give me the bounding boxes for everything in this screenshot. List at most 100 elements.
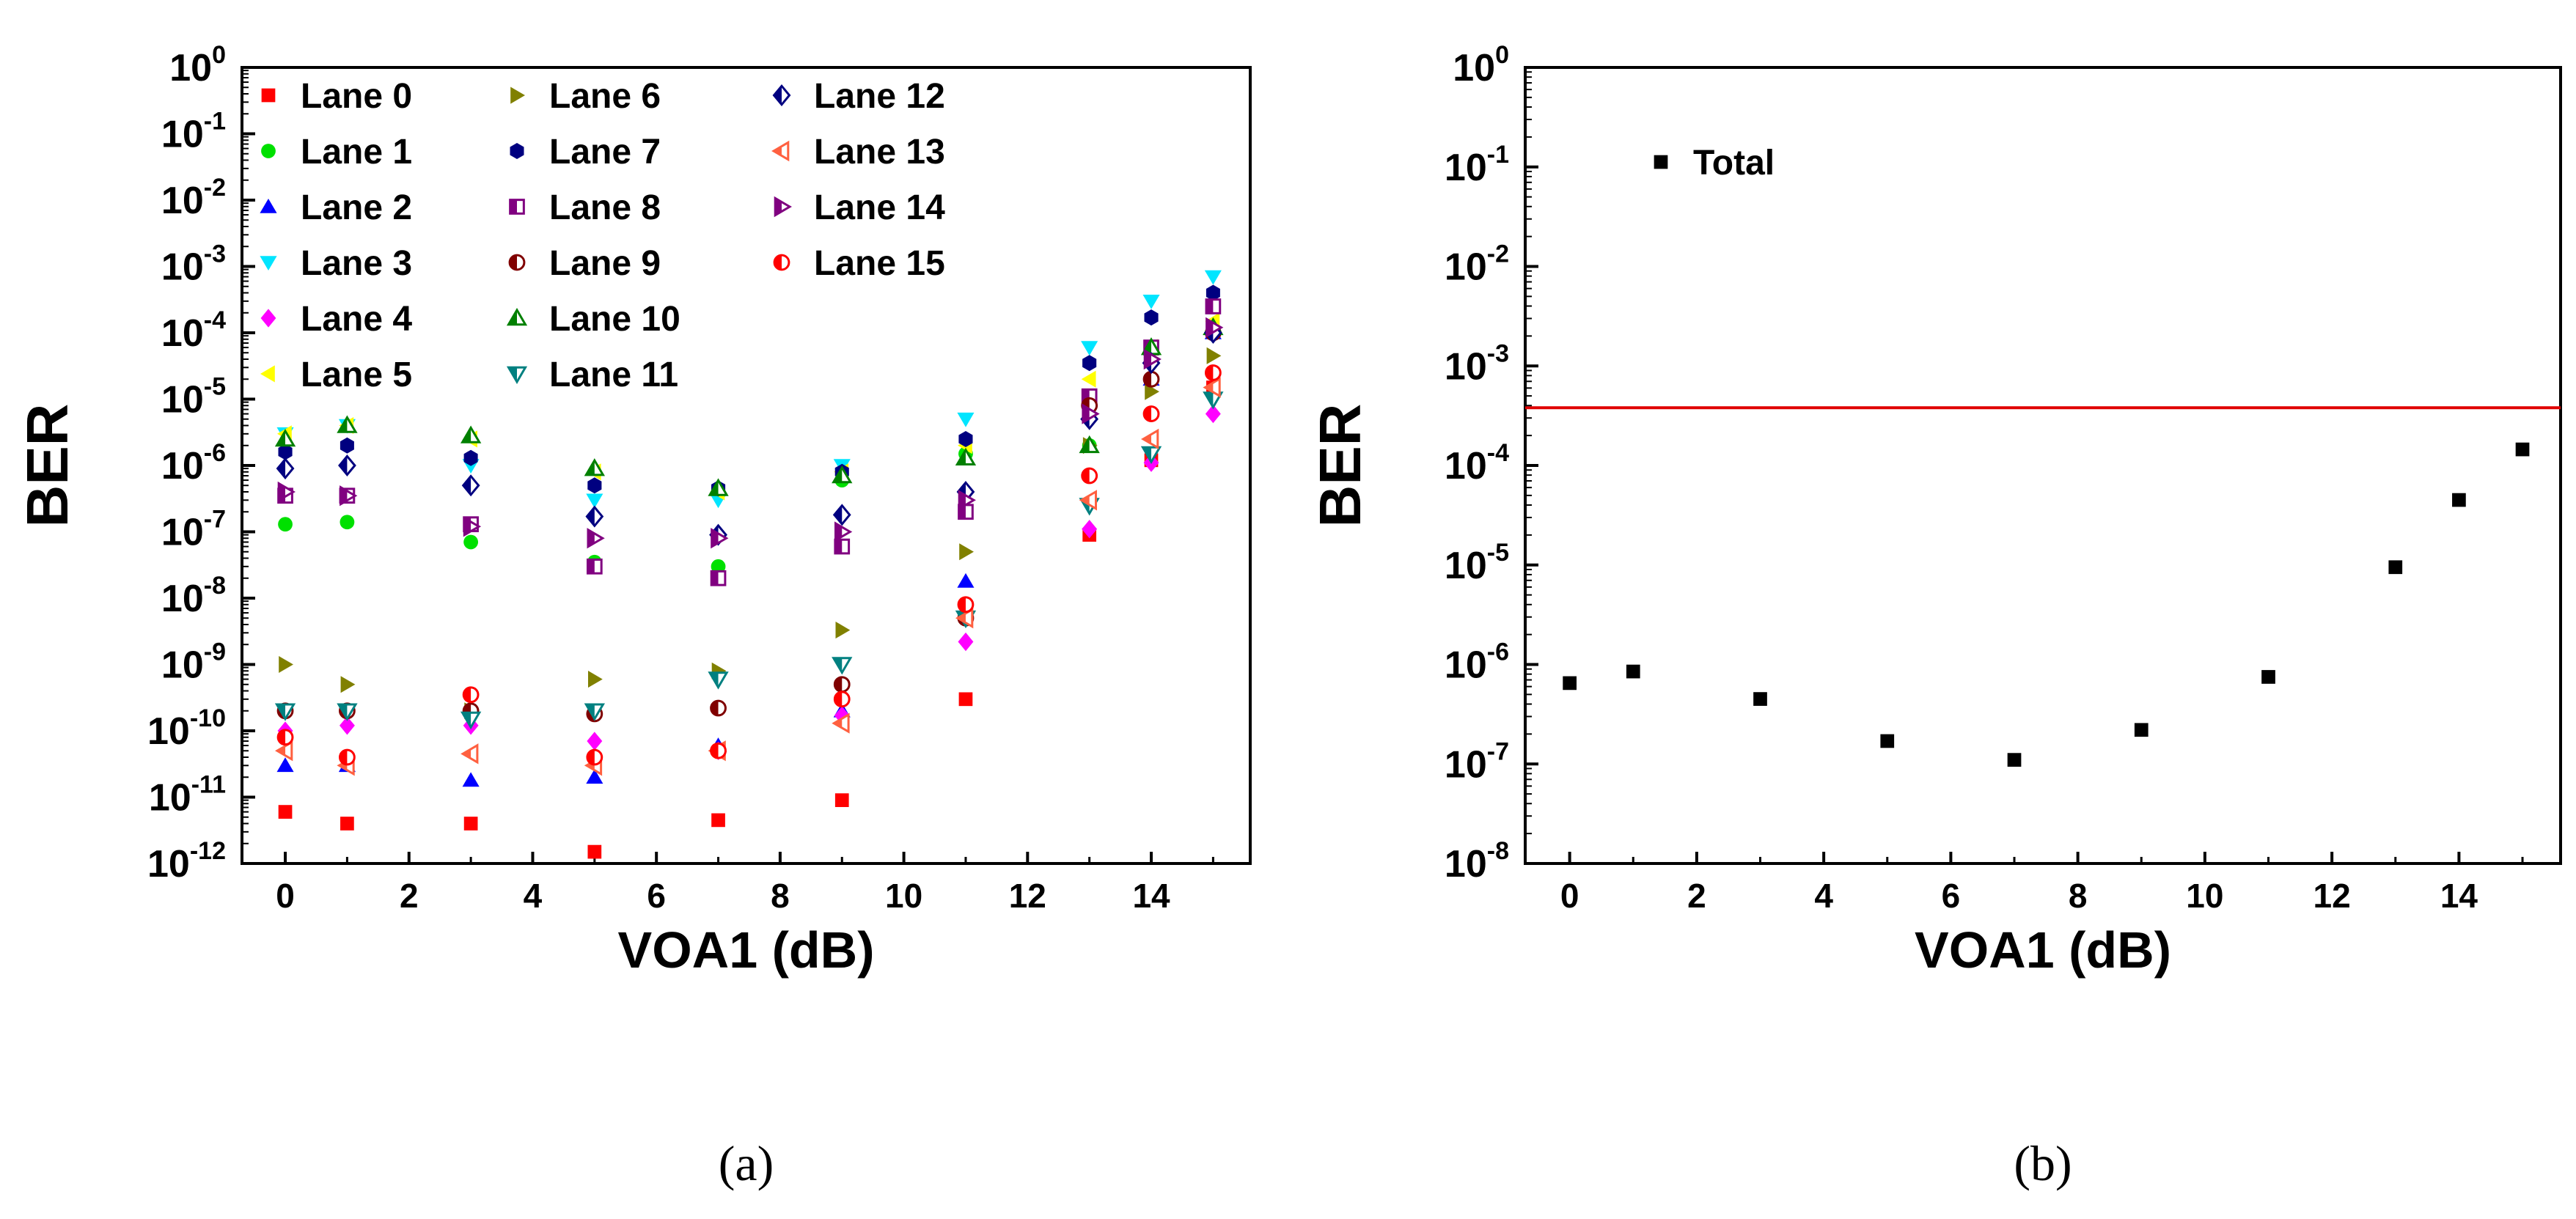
data-point <box>832 657 853 675</box>
data-point <box>585 505 604 528</box>
data-point <box>278 443 293 460</box>
data-point <box>1081 341 1098 356</box>
data-point <box>957 412 975 427</box>
data-point <box>277 481 296 503</box>
data-point <box>463 449 478 466</box>
legend-entry-lane-10: Lane 10 <box>506 300 680 339</box>
data-point <box>1205 404 1221 424</box>
data-point <box>2261 670 2275 684</box>
data-point <box>338 454 356 476</box>
x-tick-label: 10 <box>885 877 922 915</box>
panel-caption: (b) <box>2014 1135 2072 1191</box>
data-point <box>279 656 293 673</box>
legend-marker <box>510 86 525 104</box>
data-point <box>337 415 358 433</box>
data-point <box>955 447 977 465</box>
legend-label: Lane 6 <box>549 77 661 116</box>
legend-marker <box>261 144 276 158</box>
legend-marker <box>774 196 792 218</box>
legend-label: Lane 12 <box>814 77 945 116</box>
legend-marker <box>506 366 528 384</box>
data-point <box>958 431 973 447</box>
data-point <box>1626 664 1640 679</box>
chart-panel-b: 0 2 4 6 8 10 12 14 100 10-1 10-2 10-3 10-4 10-5 10-6 10… <box>1307 41 2562 1191</box>
data-point <box>2388 560 2403 575</box>
data-point <box>1081 467 1098 485</box>
y-tick-label: 10-7 <box>1445 737 1509 786</box>
legend-label: Lane 1 <box>301 133 412 172</box>
legend-entry-lane-0: Lane 0 <box>261 77 412 116</box>
y-axis-title: BER <box>15 404 80 528</box>
data-point <box>340 515 355 530</box>
series-lane-11 <box>274 391 1224 730</box>
data-point <box>957 596 975 614</box>
y-tick-label: 10-8 <box>161 572 226 620</box>
data-point <box>957 572 975 588</box>
y-tick-label: 10-5 <box>161 373 226 421</box>
x-tick-label: 4 <box>524 877 543 915</box>
data-point <box>958 692 973 707</box>
y-tick-label: 10-11 <box>149 771 226 820</box>
legend-marker <box>1654 155 1668 169</box>
series-lane-15 <box>276 364 1222 766</box>
y-tick-label: 10-4 <box>1445 439 1509 487</box>
data-point <box>1206 347 1222 364</box>
y-tick-label: 10-5 <box>1445 539 1509 587</box>
data-point <box>1082 403 1100 424</box>
y-tick-label: 10-10 <box>147 704 226 753</box>
x-tick-label: 0 <box>1560 877 1579 915</box>
series-total <box>1563 442 2530 767</box>
data-point <box>832 504 851 526</box>
series-lane-7 <box>278 284 1220 497</box>
data-point <box>460 425 482 443</box>
data-point <box>959 543 974 561</box>
data-point <box>463 534 479 550</box>
legend-marker <box>506 308 528 326</box>
y-tick-label: 10-2 <box>1445 240 1509 289</box>
data-point <box>710 570 727 586</box>
x-tick-label: 10 <box>2186 877 2223 915</box>
data-point <box>462 686 480 704</box>
y-tick-label: 10-6 <box>1445 638 1509 687</box>
data-point <box>586 748 603 766</box>
x-tick-label: 4 <box>1814 877 1833 915</box>
legend-entry-lane-11: Lane 11 <box>506 356 678 394</box>
data-point <box>1143 348 1162 370</box>
legend-label: Total <box>1693 144 1775 183</box>
data-point <box>586 493 603 509</box>
x-axis-title: VOA1 (dB) <box>618 921 875 979</box>
data-point <box>833 690 851 708</box>
data-point <box>711 528 729 549</box>
data-point <box>463 817 478 831</box>
data-point <box>1079 435 1100 454</box>
data-point <box>955 608 974 629</box>
legend-entry-lane-15: Lane 15 <box>773 244 945 283</box>
data-point <box>833 676 851 693</box>
data-point <box>1081 370 1096 388</box>
legend-label: Lane 11 <box>549 356 678 394</box>
series-lane-14 <box>277 317 1224 549</box>
data-point <box>958 632 974 652</box>
legend-label: Lane 15 <box>814 244 945 283</box>
y-axis-title: BER <box>1307 404 1373 528</box>
legend-label: Lane 14 <box>814 188 945 227</box>
legend-label: Lane 4 <box>301 300 412 339</box>
data-point <box>340 676 356 693</box>
data-point <box>276 457 295 480</box>
data-point <box>275 740 293 762</box>
data-point <box>274 429 296 447</box>
data-point <box>588 671 603 688</box>
data-point <box>1563 676 1577 690</box>
x-tick-label: 12 <box>1009 877 1046 915</box>
data-point <box>1082 355 1097 372</box>
legend-marker <box>509 199 525 215</box>
chart-panel-a: 0 2 4 6 8 10 12 14 100 10-1 10-2 10-3 10-4 10-5 10-6 10… <box>15 41 1252 1191</box>
data-point <box>1204 364 1222 381</box>
x-axis-title: VOA1 (dB) <box>1915 921 2171 979</box>
y-tick-label: 10-8 <box>1445 837 1509 885</box>
data-point <box>834 793 849 807</box>
legend-entry-lane-13: Lane 13 <box>771 133 945 172</box>
legend-label: Lane 7 <box>549 133 661 172</box>
x-tick-label: 12 <box>2313 877 2351 915</box>
data-point <box>274 703 296 721</box>
